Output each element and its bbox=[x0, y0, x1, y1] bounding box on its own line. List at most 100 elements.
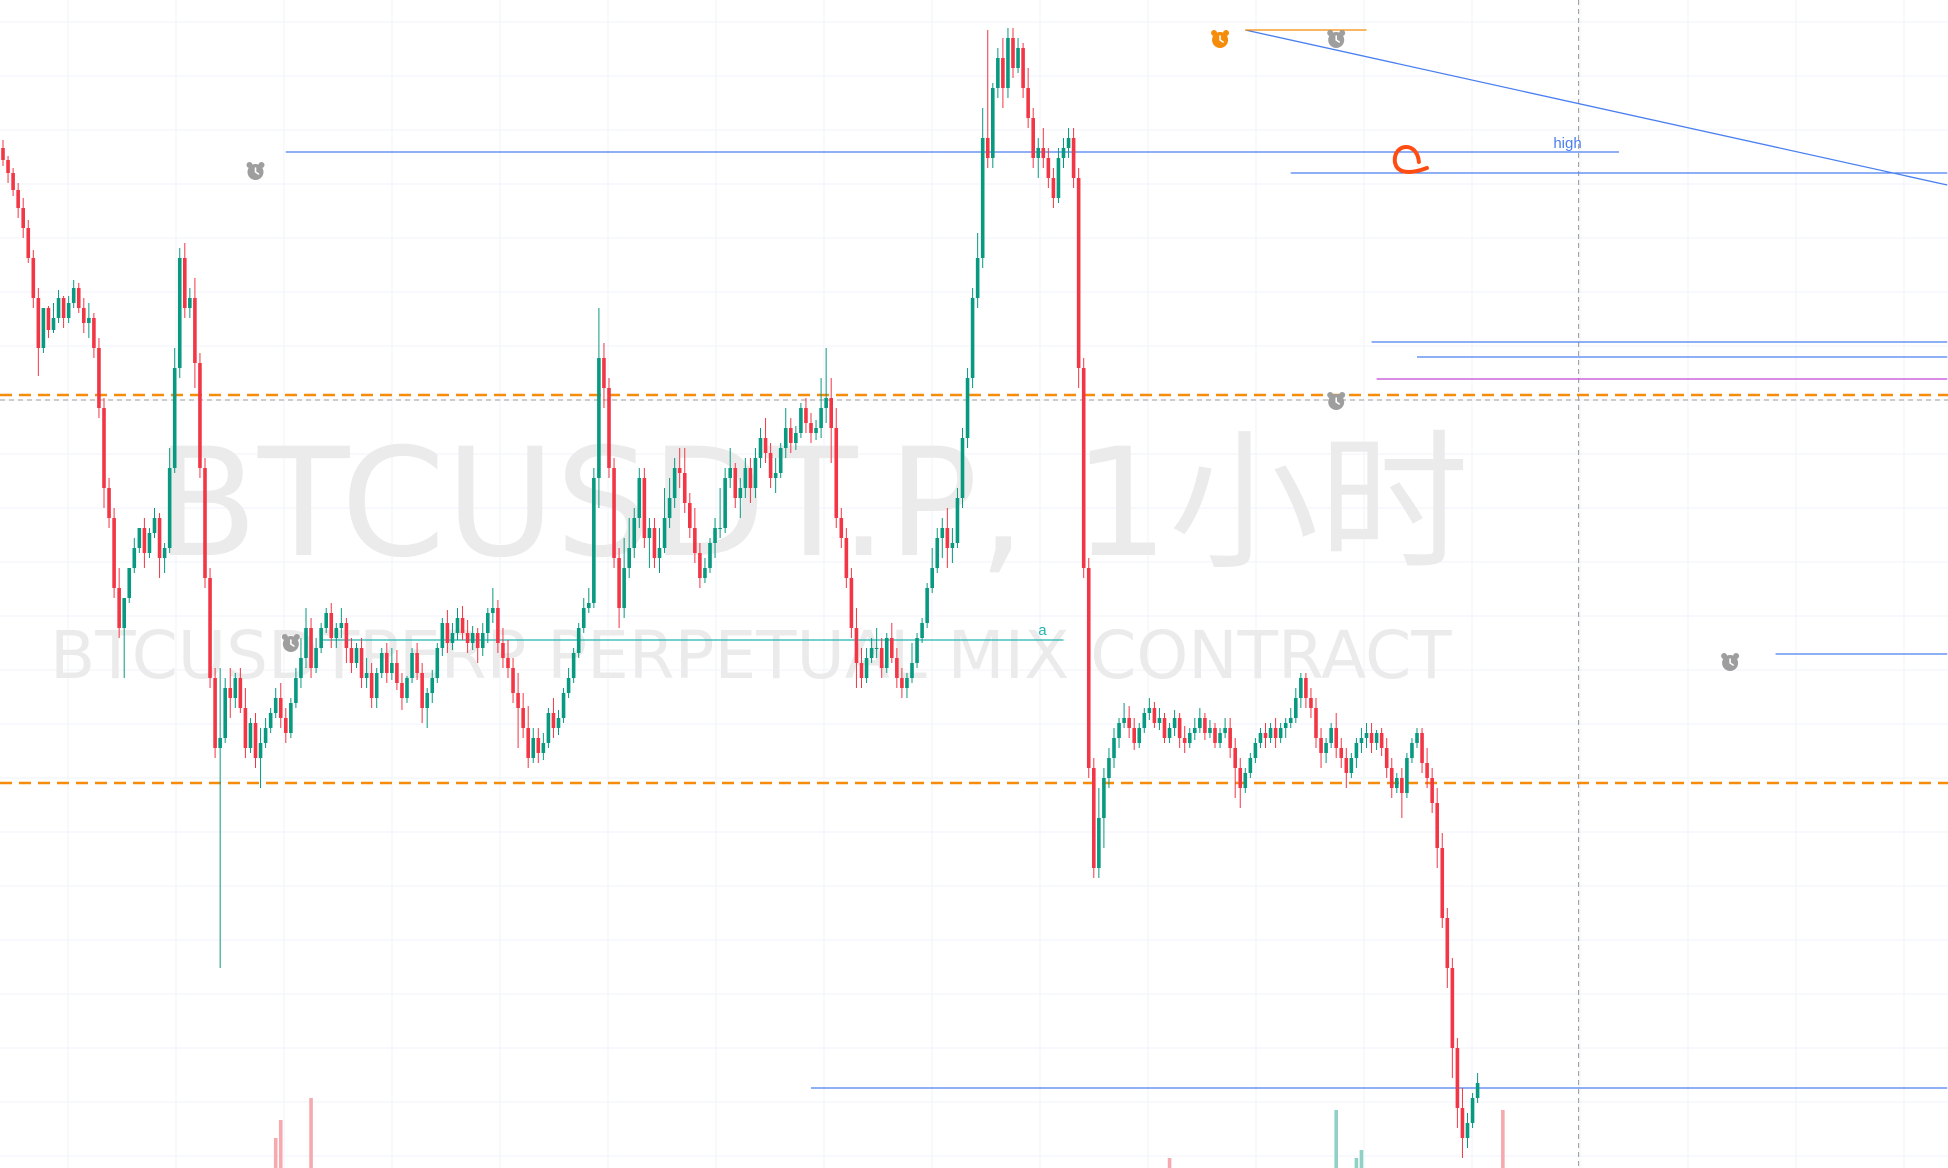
candle-up bbox=[268, 713, 273, 728]
candle-up bbox=[920, 623, 924, 638]
candle-down bbox=[768, 453, 773, 478]
candle-up bbox=[188, 298, 192, 308]
candle-up bbox=[319, 628, 323, 648]
candle-up bbox=[1329, 728, 1333, 743]
candle-up bbox=[1223, 728, 1227, 733]
candle-up bbox=[597, 358, 601, 478]
candle-down bbox=[82, 308, 86, 323]
alert-clock-hands bbox=[254, 167, 260, 175]
candle-up bbox=[233, 678, 238, 698]
alert-clock-icon[interactable] bbox=[1327, 30, 1346, 48]
candle-down bbox=[1420, 733, 1424, 763]
alert-clock-icon[interactable] bbox=[1211, 30, 1230, 48]
candle-up bbox=[390, 663, 394, 673]
candle-up bbox=[1465, 1123, 1470, 1138]
candle-down bbox=[329, 613, 334, 638]
candle-down bbox=[1021, 48, 1025, 88]
candle-down bbox=[1389, 768, 1394, 788]
candle-up bbox=[374, 673, 379, 698]
candle-down bbox=[1233, 748, 1237, 768]
candle-down bbox=[1162, 718, 1167, 738]
candle-up bbox=[667, 498, 672, 518]
watermark-description: BTCUSDTPERP PERPETUAL MIX CONTRACT bbox=[50, 617, 1452, 694]
candle-down bbox=[1369, 733, 1374, 743]
candle-up bbox=[703, 568, 707, 578]
candle-up bbox=[314, 648, 318, 668]
candle-up bbox=[132, 548, 137, 568]
candle-down bbox=[1379, 733, 1384, 748]
candle-up bbox=[1475, 1083, 1480, 1098]
candle-down bbox=[228, 688, 233, 698]
candle-down bbox=[1339, 748, 1344, 758]
candle-up bbox=[1324, 743, 1328, 753]
candle-down bbox=[1314, 708, 1318, 738]
candle-up bbox=[425, 693, 429, 708]
candle-down bbox=[1182, 738, 1187, 743]
candle-down bbox=[1031, 118, 1035, 158]
candle-up bbox=[1268, 728, 1273, 738]
candle-down bbox=[516, 693, 520, 708]
candle-down bbox=[895, 658, 899, 678]
candles[interactable] bbox=[1, 28, 1480, 1158]
candle-up bbox=[960, 438, 965, 498]
candle-down bbox=[238, 678, 243, 708]
candle-down bbox=[107, 488, 111, 518]
candle-down bbox=[789, 428, 793, 443]
alert-clock-icon[interactable] bbox=[1721, 653, 1740, 671]
candle-down bbox=[536, 738, 541, 753]
candle-up bbox=[627, 548, 631, 568]
candle-up bbox=[566, 678, 571, 693]
candle-up bbox=[561, 693, 566, 718]
candle-up bbox=[713, 528, 717, 543]
candle-down bbox=[142, 528, 147, 553]
candle-up bbox=[172, 368, 177, 468]
alert-clock-icon[interactable] bbox=[246, 162, 265, 180]
candle-up bbox=[1167, 728, 1172, 738]
candle-up bbox=[334, 628, 339, 638]
alert-clock-icon[interactable] bbox=[281, 634, 300, 652]
candle-down bbox=[506, 658, 510, 668]
candle-up bbox=[1006, 38, 1010, 88]
candle-down bbox=[890, 638, 894, 658]
candle-down bbox=[693, 528, 697, 553]
candle-down bbox=[985, 138, 990, 158]
watermark-symbol: BTCUSDT.P, 1小时 bbox=[155, 417, 1469, 591]
candle-up bbox=[379, 653, 384, 673]
candle-up bbox=[405, 678, 409, 698]
volume-bar bbox=[278, 1120, 283, 1168]
candle-down bbox=[278, 698, 283, 718]
candle-down bbox=[602, 358, 606, 388]
candle-down bbox=[945, 528, 950, 548]
candle-up bbox=[657, 548, 662, 558]
candle-down bbox=[1435, 803, 1439, 848]
candle-up bbox=[1193, 728, 1197, 733]
candle-down bbox=[748, 468, 753, 488]
candle-up bbox=[1278, 728, 1283, 738]
candle-up bbox=[592, 478, 596, 603]
candle-down bbox=[1273, 728, 1278, 738]
alert-markers[interactable] bbox=[246, 30, 1740, 671]
candle-down bbox=[829, 398, 833, 428]
candle-down bbox=[526, 728, 530, 758]
volume-bar bbox=[1334, 1110, 1338, 1168]
candle-down bbox=[11, 173, 15, 190]
candle-down bbox=[385, 653, 389, 673]
candle-up bbox=[905, 678, 909, 688]
candle-up bbox=[162, 548, 167, 558]
candle-down bbox=[97, 348, 101, 408]
candle-down bbox=[682, 473, 687, 503]
drawings[interactable] bbox=[285, 29, 1948, 1089]
alert-clock-icon[interactable] bbox=[1327, 392, 1346, 410]
candle-down bbox=[1425, 763, 1429, 778]
candle-down bbox=[859, 663, 864, 678]
candle-down bbox=[1450, 968, 1455, 1048]
candle-down bbox=[1319, 738, 1323, 753]
candle-up bbox=[41, 308, 46, 348]
candle-down bbox=[1081, 368, 1086, 568]
candle-up bbox=[758, 438, 763, 458]
candle-down bbox=[1445, 918, 1450, 968]
candle-up bbox=[1208, 728, 1212, 733]
